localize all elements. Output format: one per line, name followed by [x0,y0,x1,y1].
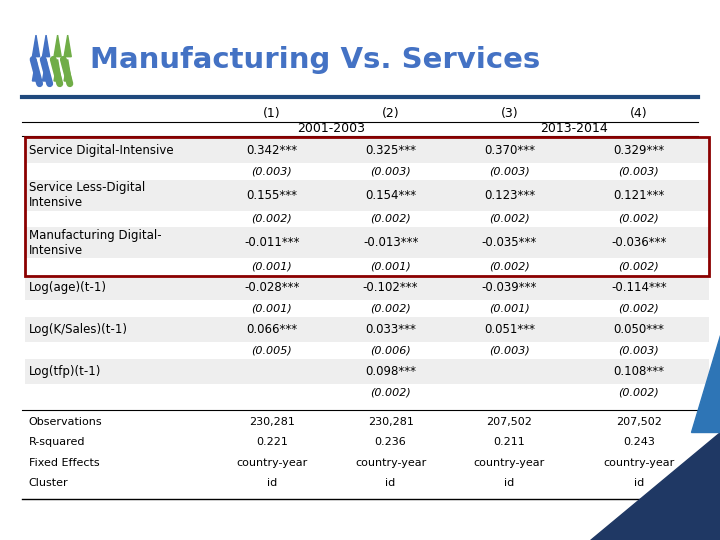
Text: (0.002): (0.002) [618,261,660,272]
Text: 2001-2003: 2001-2003 [297,122,365,135]
Text: (0.002): (0.002) [370,214,411,224]
Text: (0.002): (0.002) [251,214,292,224]
Polygon shape [54,35,61,57]
Text: (2): (2) [382,107,400,120]
Text: (0.002): (0.002) [370,388,411,398]
Text: Service Digital-Intensive: Service Digital-Intensive [29,144,174,157]
Text: 0.033***: 0.033*** [365,323,416,336]
Polygon shape [590,432,720,540]
FancyBboxPatch shape [25,227,709,258]
Text: -0.028***: -0.028*** [244,281,300,294]
Polygon shape [32,59,40,81]
Text: (0.003): (0.003) [489,166,530,177]
Text: R-squared: R-squared [29,437,85,447]
Text: (0.005): (0.005) [251,346,292,356]
Text: 0.211: 0.211 [493,437,526,447]
Text: -0.035***: -0.035*** [482,236,537,249]
Text: 0.098***: 0.098*** [365,365,416,379]
Text: -0.102***: -0.102*** [363,281,418,294]
Text: 230,281: 230,281 [249,417,294,427]
Text: (0.001): (0.001) [251,261,292,272]
Text: -0.036***: -0.036*** [611,236,667,249]
Text: Log(tfp)(t-1): Log(tfp)(t-1) [29,365,102,379]
Text: 207,502: 207,502 [616,417,662,427]
Text: (0.003): (0.003) [489,346,530,356]
Text: country-year: country-year [474,458,545,468]
Text: Cluster: Cluster [29,478,68,488]
Text: id: id [385,478,396,488]
FancyBboxPatch shape [25,359,709,384]
FancyBboxPatch shape [25,138,709,163]
FancyBboxPatch shape [25,180,709,211]
Text: 0.123***: 0.123*** [484,188,535,202]
Text: 0.051***: 0.051*** [484,323,535,336]
Text: Service Less-Digital
Intensive: Service Less-Digital Intensive [29,181,145,209]
Text: Observations: Observations [29,417,102,427]
Text: 0.121***: 0.121*** [613,188,665,202]
Text: (3): (3) [500,107,518,120]
Polygon shape [64,35,71,57]
Text: 0.221: 0.221 [256,437,288,447]
Text: 230,281: 230,281 [368,417,413,427]
Text: (0.003): (0.003) [370,166,411,177]
Text: 0.066***: 0.066*** [246,323,297,336]
Text: 0.370***: 0.370*** [484,144,535,157]
Text: 0.155***: 0.155*** [246,188,297,202]
Text: -0.039***: -0.039*** [482,281,537,294]
Text: Manufacturing Digital-
Intensive: Manufacturing Digital- Intensive [29,229,161,256]
Text: id: id [634,478,644,488]
Text: (0.003): (0.003) [251,166,292,177]
FancyBboxPatch shape [25,275,709,300]
Polygon shape [42,59,50,81]
Text: id: id [504,478,515,488]
Text: (0.001): (0.001) [251,303,292,314]
Text: (0.003): (0.003) [618,166,660,177]
Text: country-year: country-year [603,458,675,468]
Text: 0.325***: 0.325*** [365,144,416,157]
Text: (0.002): (0.002) [618,214,660,224]
Text: 0.243: 0.243 [623,437,655,447]
Text: (0.002): (0.002) [618,303,660,314]
Text: country-year: country-year [355,458,426,468]
Text: (0.001): (0.001) [370,261,411,272]
Text: id: id [266,478,277,488]
Text: 0.154***: 0.154*** [365,188,416,202]
Text: -0.011***: -0.011*** [244,236,300,249]
Text: Log(age)(t-1): Log(age)(t-1) [29,281,107,294]
Text: 0.236: 0.236 [374,437,407,447]
Text: 2013-2014: 2013-2014 [540,122,608,135]
Polygon shape [64,59,71,81]
Polygon shape [54,59,61,81]
Polygon shape [32,35,40,57]
Polygon shape [42,35,50,57]
Text: (0.002): (0.002) [489,261,530,272]
Polygon shape [691,335,720,432]
Text: 0.108***: 0.108*** [613,365,665,379]
Text: (0.002): (0.002) [618,388,660,398]
FancyBboxPatch shape [25,317,709,342]
Text: 207,502: 207,502 [487,417,532,427]
Text: (0.002): (0.002) [370,303,411,314]
Text: (4): (4) [630,107,648,120]
Text: country-year: country-year [236,458,307,468]
Text: (1): (1) [263,107,281,120]
Text: (0.003): (0.003) [618,346,660,356]
Text: Log(K/Sales)(t-1): Log(K/Sales)(t-1) [29,323,128,336]
Text: 0.329***: 0.329*** [613,144,665,157]
Text: (0.001): (0.001) [489,303,530,314]
Text: (0.002): (0.002) [489,214,530,224]
Text: 0.050***: 0.050*** [613,323,665,336]
Text: -0.013***: -0.013*** [363,236,418,249]
Text: (0.006): (0.006) [370,346,411,356]
Text: Fixed Effects: Fixed Effects [29,458,99,468]
Text: Manufacturing Vs. Services: Manufacturing Vs. Services [90,46,540,74]
Text: -0.114***: -0.114*** [611,281,667,294]
Text: 0.342***: 0.342*** [246,144,297,157]
